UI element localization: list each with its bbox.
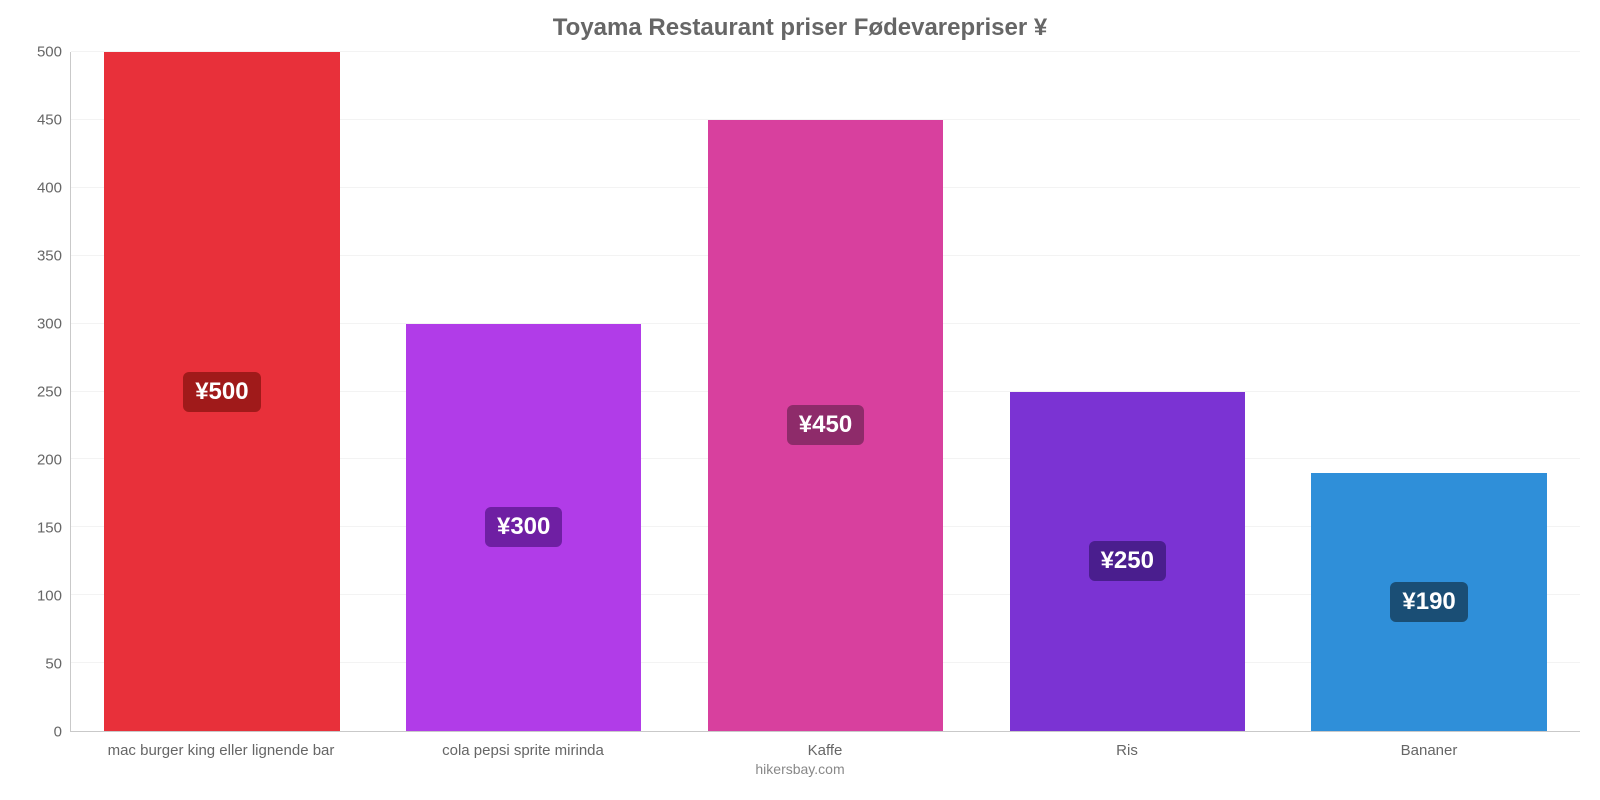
y-tick-label: 250	[37, 384, 62, 401]
y-tick-label: 350	[37, 248, 62, 265]
bar-slot: ¥450	[675, 52, 977, 731]
chart-attribution: hikersbay.com	[20, 761, 1580, 777]
y-tick-label: 400	[37, 180, 62, 197]
bar-value-label: ¥500	[183, 372, 260, 412]
y-axis: 050100150200250300350400450500	[20, 52, 70, 732]
chart-title: Toyama Restaurant priser Fødevarepriser …	[20, 14, 1580, 42]
bar-value-label: ¥190	[1390, 582, 1467, 622]
y-tick-label: 150	[37, 520, 62, 537]
bar: ¥500	[104, 52, 339, 731]
bar: ¥190	[1311, 473, 1546, 731]
plot-area: ¥500 ¥300 ¥450 ¥250 ¥190	[70, 52, 1580, 732]
x-axis-label: mac burger king eller lignende bar	[70, 742, 372, 759]
y-tick-label: 300	[37, 316, 62, 333]
y-tick-label: 0	[54, 724, 62, 741]
bars-container: ¥500 ¥300 ¥450 ¥250 ¥190	[71, 52, 1580, 731]
x-axis: mac burger king eller lignende barcola p…	[70, 742, 1580, 759]
y-tick-label: 100	[37, 588, 62, 605]
bar-slot: ¥300	[373, 52, 675, 731]
bar: ¥250	[1010, 392, 1245, 732]
x-axis-label: Ris	[976, 742, 1278, 759]
bar-value-label: ¥250	[1089, 541, 1166, 581]
y-tick-label: 50	[45, 656, 62, 673]
bar-slot: ¥250	[976, 52, 1278, 731]
plot-row: 050100150200250300350400450500 ¥500¥300¥…	[20, 52, 1580, 732]
x-axis-label: Kaffe	[674, 742, 976, 759]
bar: ¥450	[708, 120, 943, 731]
y-tick-label: 200	[37, 452, 62, 469]
x-axis-label: cola pepsi sprite mirinda	[372, 742, 674, 759]
x-axis-label: Bananer	[1278, 742, 1580, 759]
y-tick-label: 450	[37, 112, 62, 129]
bar-value-label: ¥450	[787, 405, 864, 445]
bar-slot: ¥500	[71, 52, 373, 731]
price-bar-chart: Toyama Restaurant priser Fødevarepriser …	[0, 0, 1600, 800]
bar: ¥300	[406, 324, 641, 731]
bar-slot: ¥190	[1278, 52, 1580, 731]
y-tick-label: 500	[37, 44, 62, 61]
bar-value-label: ¥300	[485, 507, 562, 547]
